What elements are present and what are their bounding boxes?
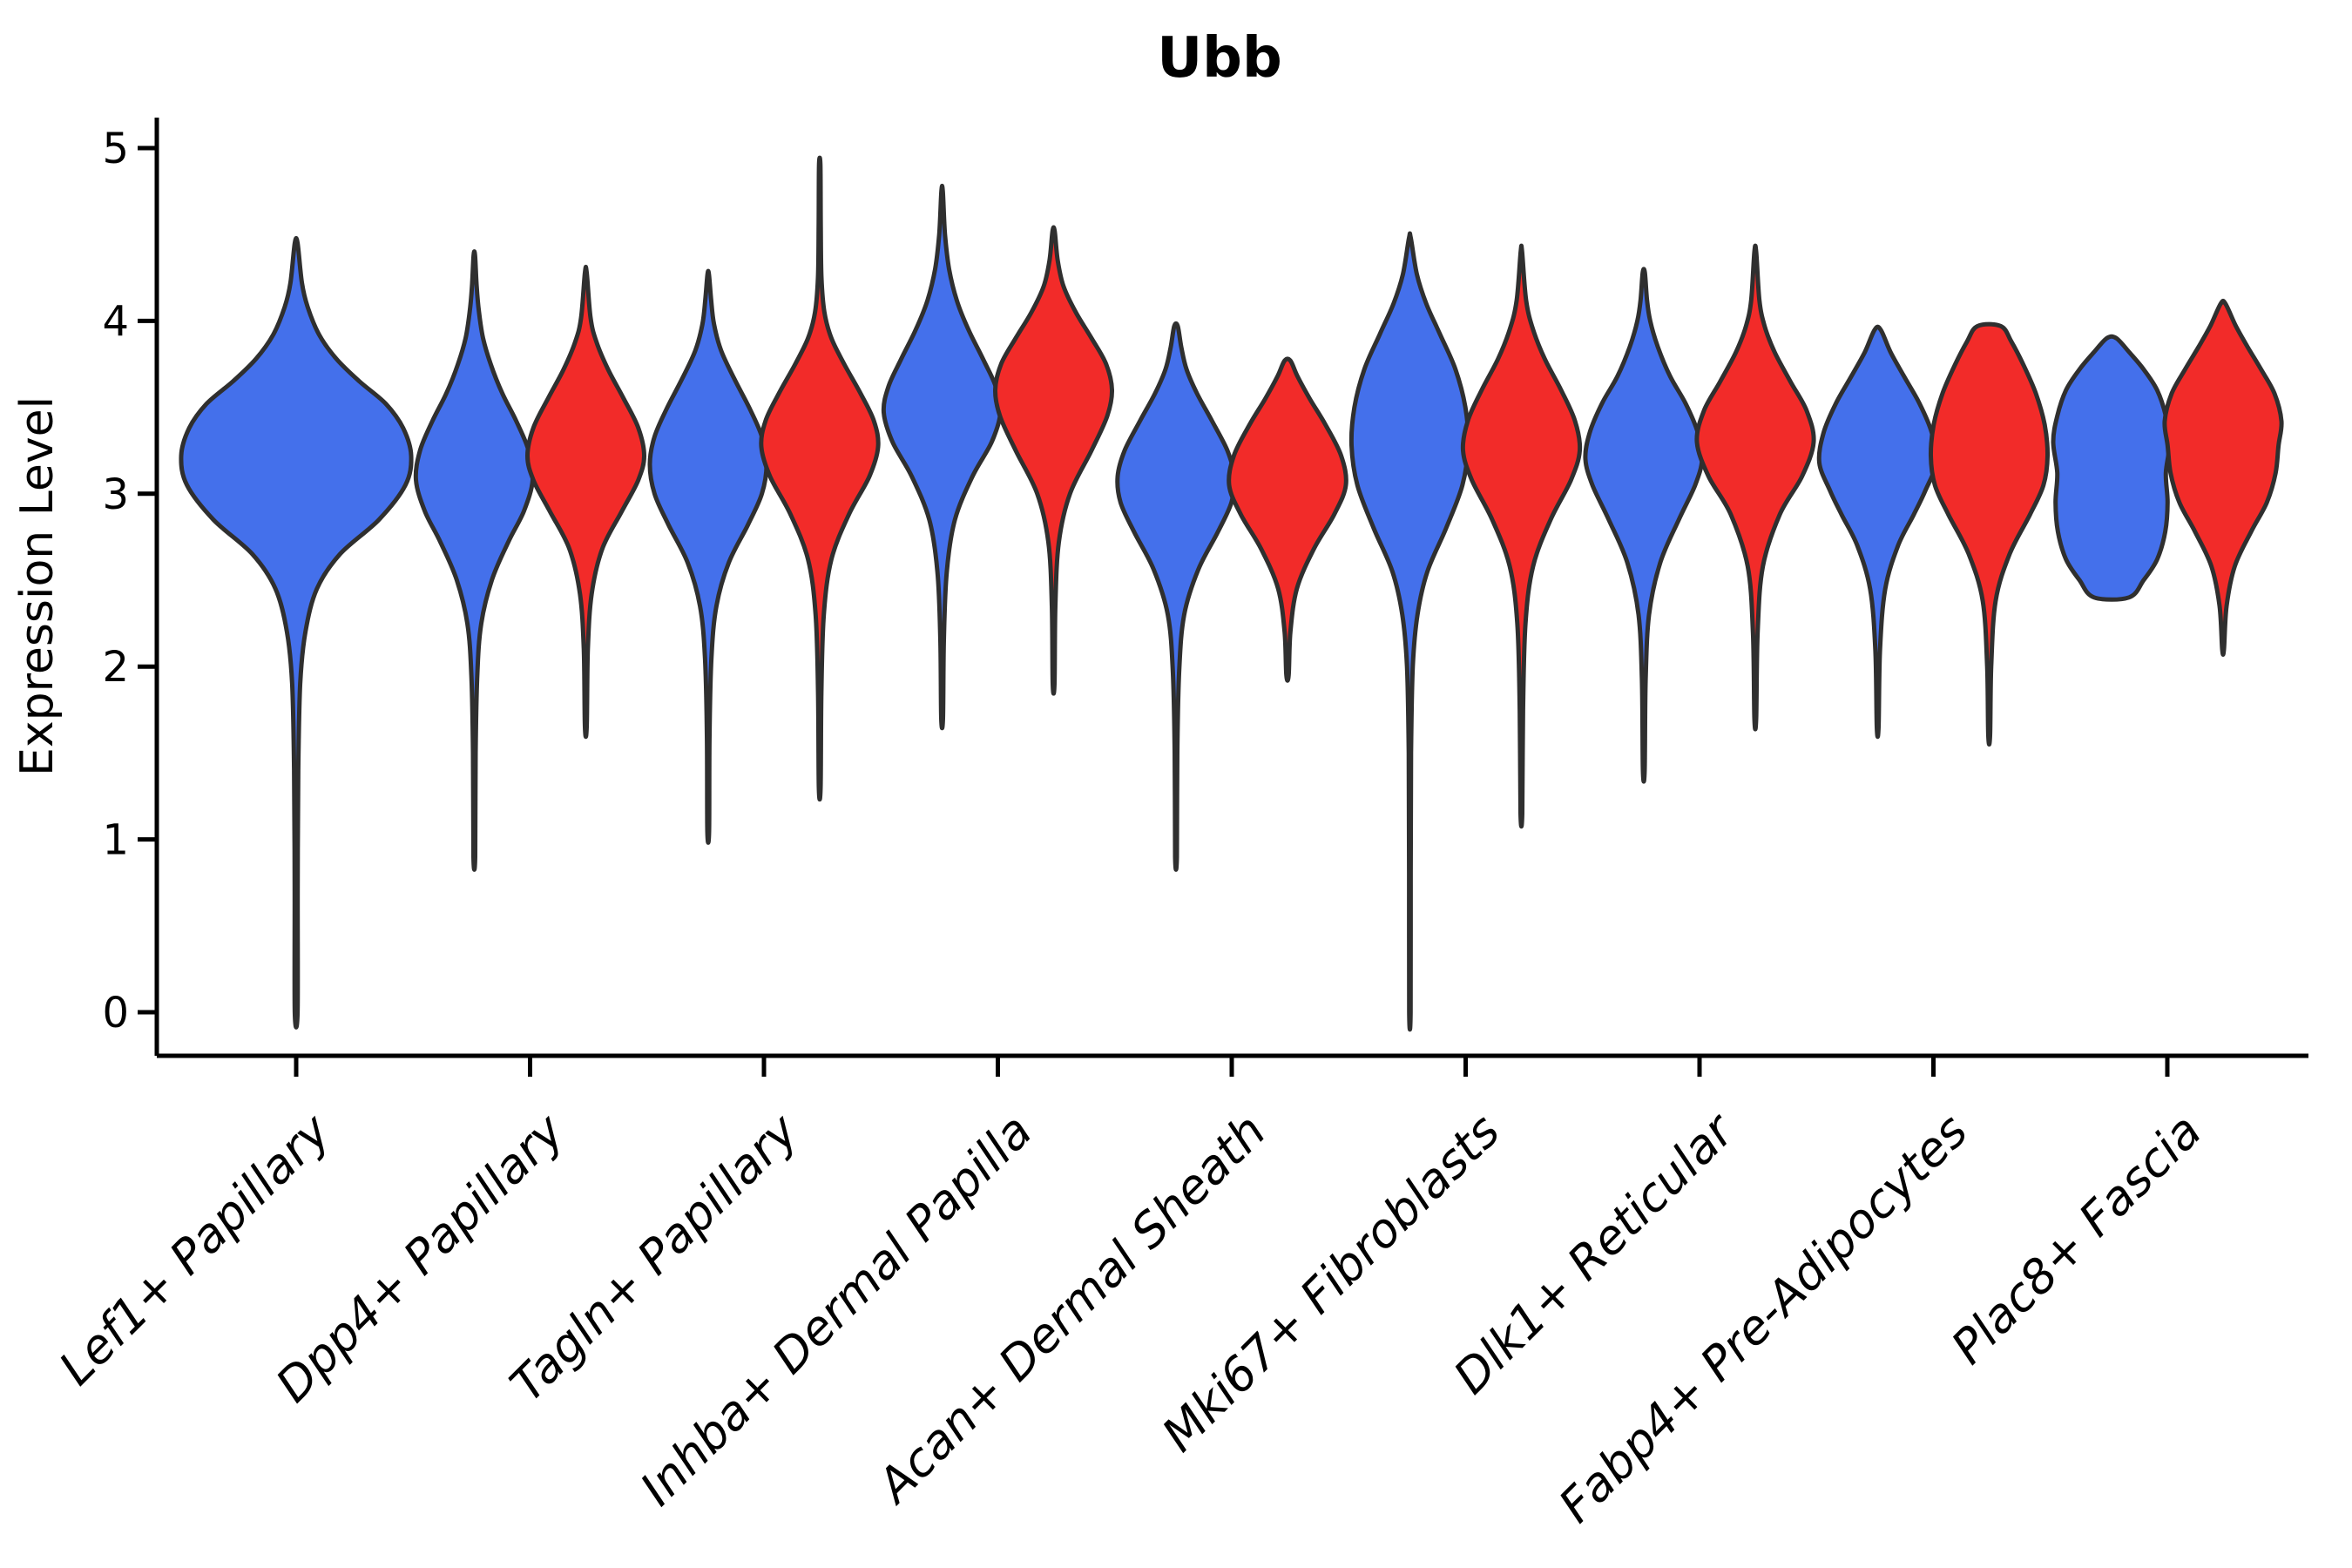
violin-acan-dermal-sheath-blue [1115, 321, 1237, 872]
violin-mki67-fibroblasts-red [1460, 243, 1583, 829]
x-tick-label: Inhba+ Dermal Papilla [630, 1104, 1043, 1517]
violin-plac8-fascia-red [2162, 298, 2284, 658]
x-tick-label: Fabp4+ Pre-Adipocytes [1548, 1104, 1977, 1533]
violin-tagln-papillary-blue [647, 268, 769, 845]
x-tick-label: Acan+ Dermal Sheath [865, 1104, 1276, 1515]
violin-fabp4-pre-adipocytes-blue [1816, 324, 1939, 740]
y-tick-label: 5 [102, 125, 129, 173]
violin-plac8-fascia-blue [2051, 334, 2173, 602]
violin-dpp4-papillary-red [525, 264, 646, 740]
violin-mki67-fibroblasts-blue [1348, 231, 1471, 1032]
y-tick-label: 3 [102, 470, 129, 519]
violin-tagln-papillary-red [759, 155, 881, 802]
y-tick-label: 1 [102, 816, 129, 865]
y-tick-label: 0 [102, 989, 129, 1037]
y-tick-label: 4 [102, 297, 129, 346]
violin-acan-dermal-sheath-red [1227, 356, 1348, 683]
violin-dpp4-papillary-blue [413, 249, 536, 872]
x-tick-label: Plac8+ Fascia [1941, 1104, 2212, 1375]
violins-layer [179, 155, 2284, 1032]
y-axis-ticks: 0 1 2 3 4 5 [102, 125, 157, 1037]
chart-title: Ubb [1157, 26, 1282, 91]
violin-dlk1-reticular-blue [1583, 267, 1705, 784]
y-tick-label: 2 [102, 643, 129, 692]
violin-lef1-papillary-blue [179, 235, 414, 1030]
y-axis-label: Expression Level [11, 396, 64, 776]
violin-inhba-dermal-papilla-red [992, 225, 1115, 696]
violin-dlk1-reticular-red [1694, 243, 1816, 732]
violin-inhba-dermal-papilla-blue [881, 183, 1004, 731]
violin-fabp4-pre-adipocytes-red [1928, 321, 2051, 747]
